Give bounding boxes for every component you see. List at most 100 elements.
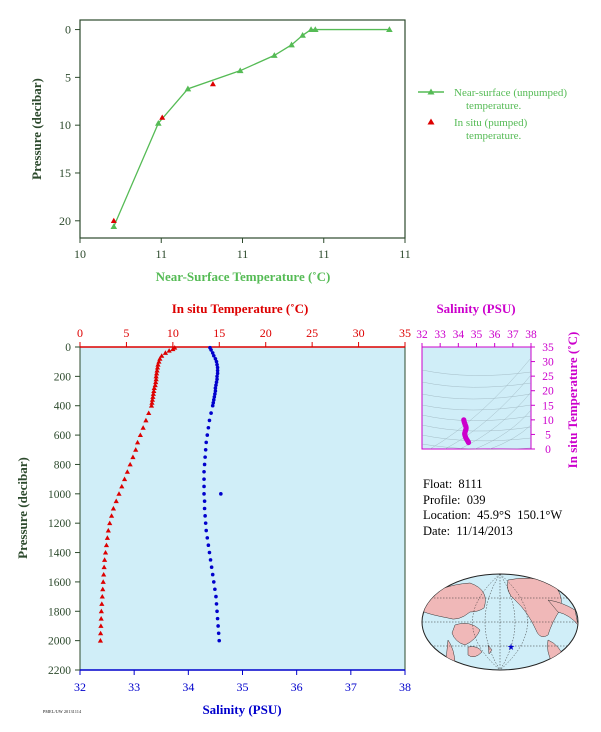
near-surface-unpumped-point [299, 31, 306, 38]
near-surface-unpumped-point [110, 223, 118, 230]
legend-label-unpumped-line2: temperature. [466, 100, 522, 112]
temperature-profile-point [98, 630, 104, 636]
temperature-profile-series [97, 345, 178, 643]
ts-temperature-tick-label: 0 [545, 444, 551, 456]
near-surface-y-axis-label: Pressure (decibar) [29, 78, 44, 180]
salinity-profile-point [211, 354, 216, 358]
salinity-profile-point [204, 528, 209, 533]
temperature-profile-point [154, 370, 160, 376]
salinity-profile-point [211, 398, 216, 402]
temperature-axis-tick-label: 10 [167, 326, 179, 340]
pressure-axis-label: Pressure (decibar) [15, 457, 30, 559]
ts-salinity-axis-ticks: 32 33 34 35 36 37 38 [416, 329, 537, 347]
temperature-profile-point [140, 425, 146, 430]
temperature-profile-point [103, 542, 110, 548]
salinity-profile-point [213, 389, 218, 393]
salinity-axis-tick-label: 35 [237, 680, 249, 694]
salinity-profile-point [202, 499, 207, 503]
temperature-axis-tick-label: 35 [399, 326, 411, 340]
salinity-profile-point [211, 580, 216, 584]
temperature-profile-point [146, 410, 152, 416]
salinity-axis-tick-label: 32 [74, 680, 86, 694]
ts-temperature-axis-ticks: 0 5 10 15 20 25 30 35 [531, 342, 554, 456]
near-surface-y-tick-label: 5 [65, 70, 71, 84]
salinity-profile-point [216, 631, 221, 636]
salinity-profile-point [203, 447, 208, 452]
profile-number: Profile: 039 [423, 492, 486, 507]
footer-credit: PMEL/UW 20131114 [43, 709, 82, 714]
temperature-profile-point [130, 454, 136, 460]
salinity-profile-point [202, 506, 207, 511]
near-surface-unpumped-point [184, 85, 192, 92]
temperature-profile-point [162, 350, 169, 355]
pressure-axis-tick-label: 800 [54, 459, 72, 471]
temperature-profile-point [121, 476, 128, 482]
temperature-profile-point [101, 571, 107, 577]
salinity-profile-point [202, 484, 206, 489]
temperature-profile-point [113, 498, 119, 504]
temperature-axis-tick-label: 5 [123, 326, 129, 340]
temperature-profile-point [102, 549, 109, 555]
temperature-profile-point [127, 461, 133, 467]
near-surface-x-tick-label: 11 [318, 247, 330, 261]
temperature-profile-point [149, 400, 155, 405]
salinity-profile-point [203, 514, 207, 518]
pressure-axis-tick-label: 1400 [48, 548, 71, 560]
salinity-profile-point [215, 368, 220, 373]
salinity-profile-point [202, 492, 206, 496]
temperature-axis-ticks: 0 5 10 15 20 25 30 35 [77, 326, 411, 347]
near-surface-unpumped-point [271, 52, 278, 58]
near-surface-plot-frame [79, 19, 406, 239]
pressure-axis-tick-label: 1000 [48, 489, 71, 501]
temperature-profile-point [102, 557, 108, 562]
near-surface-legend: Near-surface (unpumped) temperature. In … [418, 87, 567, 142]
ts-temperature-axis-label: In situ Temperature (˚C) [565, 332, 580, 469]
location-map: ★ [421, 573, 579, 671]
ts-temperature-tick-label: 25 [542, 371, 554, 383]
salinity-profile-point [209, 348, 213, 352]
ts-salinity-tick-label: 38 [525, 329, 537, 341]
temperature-profile-point [105, 527, 111, 533]
temperature-profile-point [151, 388, 157, 393]
ts-series [461, 417, 472, 446]
near-surface-x-ticks: 10 11 11 11 11 [74, 238, 411, 261]
temperature-profile-point [154, 364, 161, 370]
salinity-profile-point [202, 469, 206, 474]
salinity-profile-point [209, 565, 214, 570]
near-surface-y-tick-label: 0 [65, 23, 71, 37]
near-surface-y-tick-label: 15 [59, 166, 71, 180]
pressure-axis-tick-label: 1800 [48, 606, 71, 618]
salinity-profile-point [205, 433, 210, 437]
salinity-profile-point [210, 351, 215, 355]
near-surface-y-ticks: 0 5 10 15 20 [59, 23, 80, 228]
ts-salinity-tick-label: 37 [507, 329, 519, 341]
ts-salinity-tick-label: 35 [471, 329, 483, 341]
salinity-profile-point [215, 609, 219, 614]
salinity-axis-tick-label: 37 [345, 680, 357, 694]
near-surface-x-tick-label: 11 [155, 247, 167, 261]
salinity-profile-point [213, 587, 217, 592]
near-surface-unpumped-point [312, 26, 319, 33]
salinity-profile-point [215, 374, 219, 379]
temperature-axis-tick-label: 20 [260, 326, 272, 340]
salinity-profile-point [206, 543, 211, 548]
in-situ-pumped-point [159, 114, 166, 120]
profile-plot-area [79, 346, 406, 671]
temperature-profile-point [153, 373, 159, 379]
salinity-profile-point [209, 411, 213, 415]
salinity-axis-tick-label: 33 [128, 680, 140, 694]
salinity-profile-point [207, 550, 212, 555]
temperature-profile-point [153, 376, 159, 382]
ts-salinity-tick-label: 36 [489, 329, 501, 341]
near-surface-unpumped-point [386, 26, 393, 33]
temperature-axis-tick-label: 0 [77, 326, 83, 340]
temperature-profile-point [100, 586, 106, 592]
temperature-profile-point [98, 616, 104, 621]
legend-label-unpumped-line1: Near-surface (unpumped) [454, 87, 567, 99]
temperature-axis-tick-label: 30 [353, 326, 365, 340]
pressure-axis-tick-label: 600 [54, 430, 72, 442]
temperature-profile-point [166, 348, 172, 353]
temperature-profile-point [110, 505, 117, 511]
salinity-profile-point [203, 521, 208, 525]
